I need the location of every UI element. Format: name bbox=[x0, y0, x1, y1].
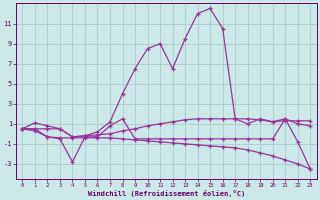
X-axis label: Windchill (Refroidissement éolien,°C): Windchill (Refroidissement éolien,°C) bbox=[88, 190, 245, 197]
